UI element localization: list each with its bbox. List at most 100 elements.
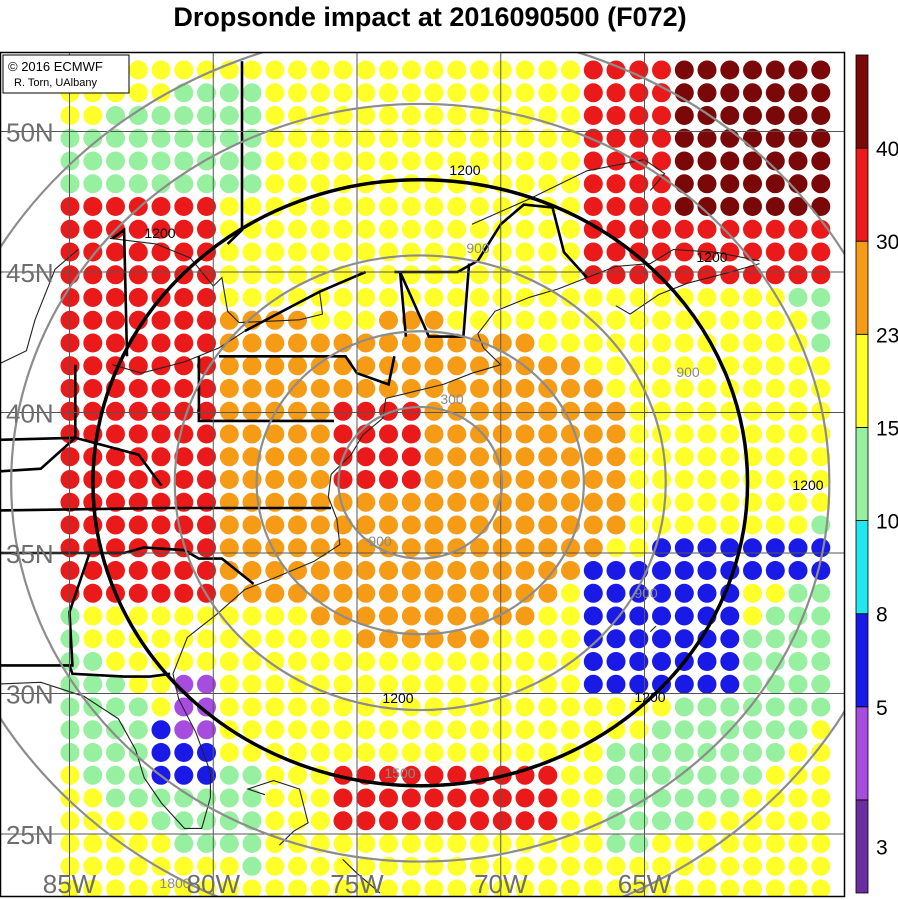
impact-dot xyxy=(197,697,216,717)
impact-dot xyxy=(151,720,171,740)
impact-dot xyxy=(242,743,262,762)
impact-dot xyxy=(583,424,603,444)
impact-dot xyxy=(106,856,125,876)
impact-dot xyxy=(629,788,649,808)
colorbar-swatch xyxy=(855,54,869,149)
impact-dot xyxy=(765,265,785,285)
impact-dot xyxy=(470,720,489,740)
impact-dot xyxy=(674,629,694,649)
impact-dot xyxy=(561,106,580,125)
impact-dot xyxy=(333,288,353,307)
impact-dot xyxy=(288,765,307,785)
impact-dot xyxy=(788,538,808,558)
impact-dot xyxy=(265,470,285,489)
impact-dot xyxy=(811,765,831,785)
impact-dot xyxy=(674,561,694,580)
impact-dot xyxy=(83,583,103,603)
impact-dot xyxy=(379,583,398,603)
impact-dot xyxy=(447,151,467,171)
impact-dot xyxy=(629,242,649,262)
impact-dot xyxy=(151,788,171,808)
impact-dot xyxy=(242,834,262,853)
impact-dot xyxy=(561,606,580,626)
impact-dot xyxy=(515,743,535,762)
impact-dot xyxy=(401,106,421,125)
impact-dot xyxy=(265,447,285,467)
impact-dot xyxy=(83,106,103,125)
impact-dot xyxy=(128,106,148,125)
impact-dot xyxy=(265,219,285,239)
impact-dot xyxy=(697,379,717,398)
impact-dot xyxy=(401,765,421,785)
impact-dot xyxy=(652,811,671,831)
impact-dot xyxy=(765,629,785,649)
impact-dot xyxy=(310,128,330,148)
impact-dot xyxy=(242,151,262,171)
impact-dot xyxy=(743,697,762,717)
impact-dot xyxy=(652,60,671,80)
impact-dot xyxy=(310,879,330,897)
impact-dot xyxy=(333,401,353,421)
impact-dot xyxy=(379,310,398,330)
impact-dot xyxy=(811,288,831,307)
impact-dot xyxy=(743,424,762,444)
impact-dot xyxy=(379,219,398,239)
impact-dot xyxy=(811,356,831,376)
impact-dot xyxy=(401,151,421,171)
impact-dot xyxy=(470,379,489,398)
impact-dot xyxy=(83,310,103,330)
impact-dot xyxy=(515,629,535,649)
impact-dot xyxy=(743,60,762,80)
impact-dot xyxy=(470,492,489,512)
impact-dot xyxy=(583,242,603,262)
impact-dot xyxy=(401,583,421,603)
impact-dot xyxy=(652,106,671,125)
impact-dot xyxy=(265,811,285,831)
impact-dot xyxy=(151,174,171,194)
impact-dot xyxy=(492,219,512,239)
impact-dot xyxy=(265,106,285,125)
impact-dot xyxy=(538,128,558,148)
impact-dot xyxy=(424,470,444,489)
impact-dot xyxy=(424,720,444,740)
impact-dot xyxy=(811,492,831,512)
impact-dot xyxy=(583,197,603,216)
impact-dot xyxy=(583,811,603,831)
impact-dot xyxy=(674,538,694,558)
impact-dot xyxy=(197,219,216,239)
impact-dot xyxy=(765,333,785,353)
impact-dot xyxy=(652,242,671,262)
impact-dot xyxy=(652,834,671,853)
impact-dot xyxy=(515,83,535,103)
impact-dot xyxy=(538,583,558,603)
impact-dot xyxy=(128,379,148,398)
impact-dot xyxy=(674,265,694,285)
impact-dot xyxy=(606,652,626,671)
impact-dot xyxy=(83,743,103,762)
impact-dot xyxy=(515,242,535,262)
impact-dot xyxy=(492,674,512,694)
impact-dot xyxy=(583,333,603,353)
impact-dot xyxy=(538,333,558,353)
impact-dot xyxy=(242,765,262,785)
credit-box: © 2016 ECMWF R. Torn, UAlbany xyxy=(2,54,130,94)
impact-dot xyxy=(128,674,148,694)
impact-dot xyxy=(128,652,148,671)
impact-dot xyxy=(538,492,558,512)
impact-dot xyxy=(492,834,512,853)
impact-dot xyxy=(174,697,194,717)
colorbar-tick-label: 30 xyxy=(876,231,898,254)
impact-dot xyxy=(788,356,808,376)
impact-dot xyxy=(151,401,171,421)
impact-dot xyxy=(788,720,808,740)
impact-dot xyxy=(674,811,694,831)
impact-dot xyxy=(743,401,762,421)
impact-dot xyxy=(174,424,194,444)
impact-dot xyxy=(197,333,216,353)
impact-dot xyxy=(106,538,125,558)
impact-dot xyxy=(515,219,535,239)
impact-dot xyxy=(151,333,171,353)
impact-dot xyxy=(447,652,467,671)
impact-dot xyxy=(424,811,444,831)
impact-dot xyxy=(561,356,580,376)
